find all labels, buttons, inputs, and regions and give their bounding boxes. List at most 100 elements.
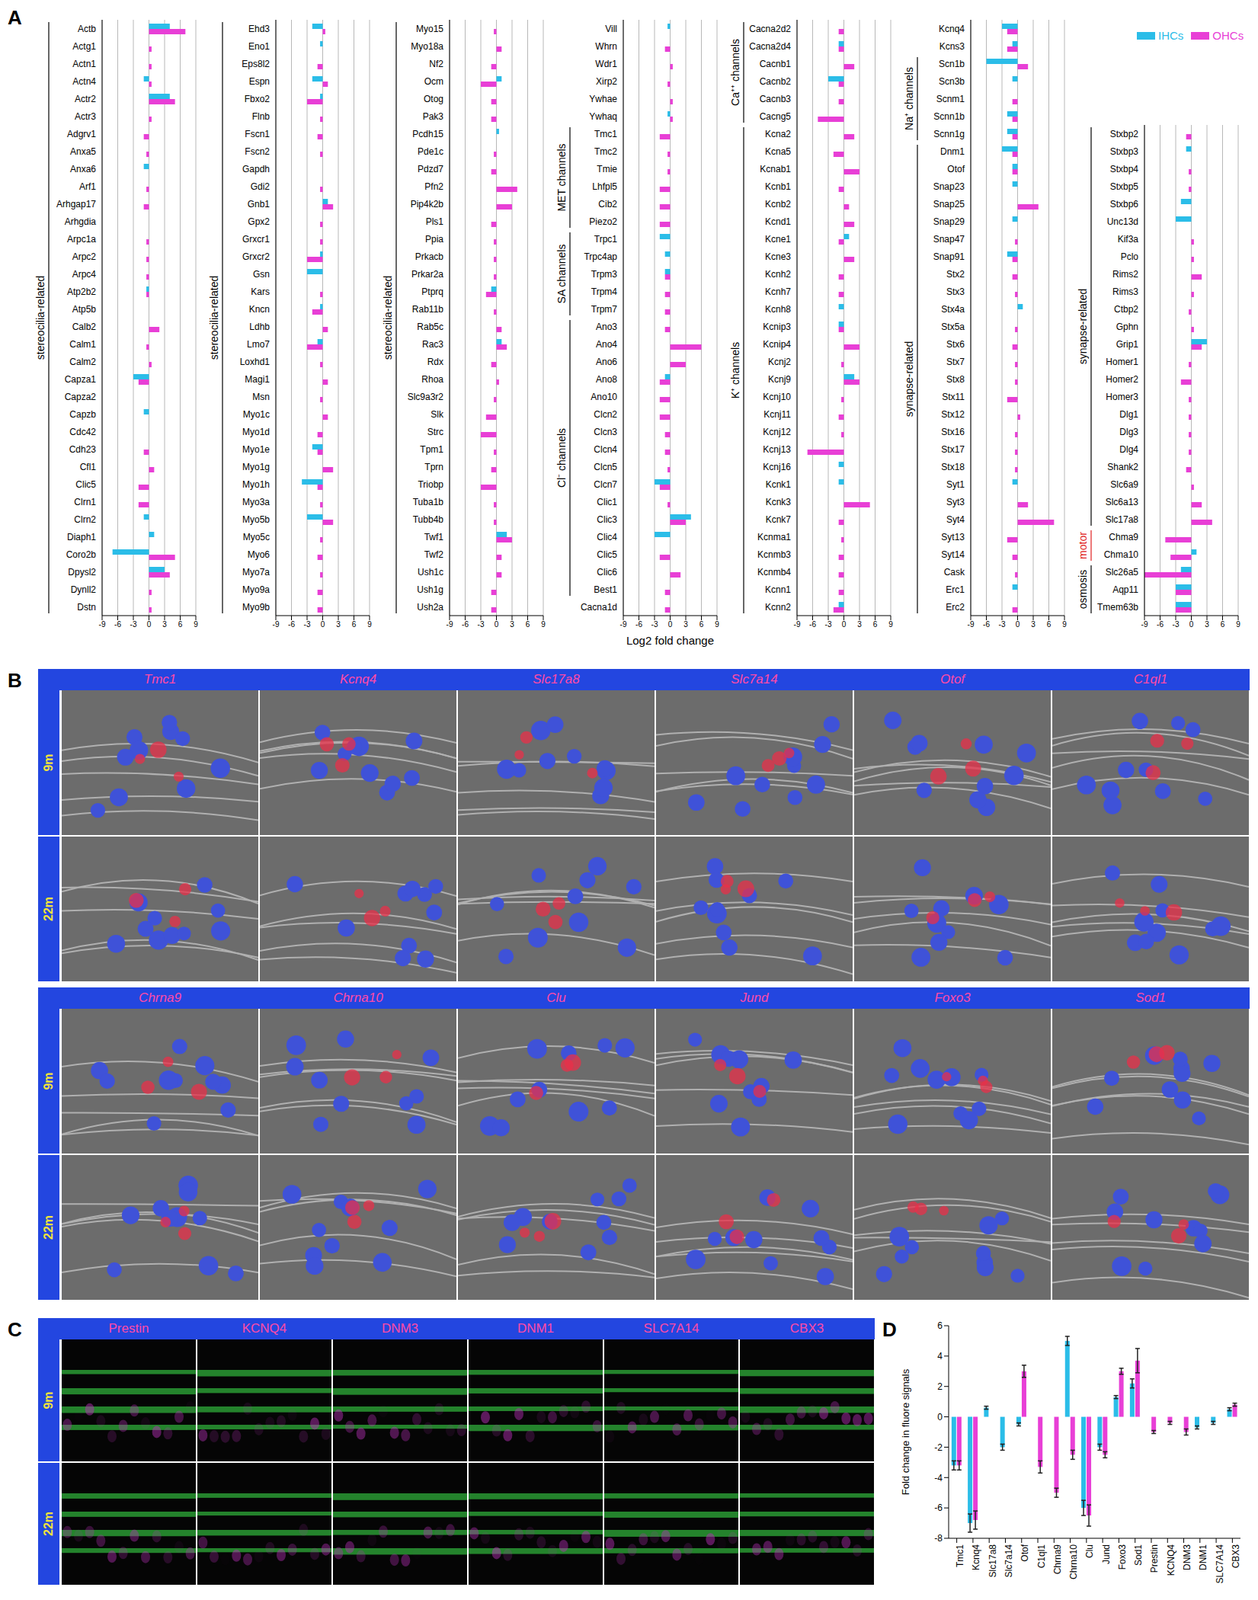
svg-text:Slc6a9: Slc6a9: [1110, 479, 1139, 490]
svg-text:Syt1: Syt1: [946, 479, 965, 490]
svg-text:Prkar2a: Prkar2a: [411, 268, 444, 280]
svg-text:3: 3: [1030, 620, 1036, 629]
svg-text:-6: -6: [1156, 620, 1164, 629]
svg-text:Slc6a13: Slc6a13: [1105, 496, 1140, 508]
svg-text:Gpx2: Gpx2: [247, 216, 270, 228]
svg-text:Tmem63b: Tmem63b: [1097, 601, 1139, 613]
svg-text:Grxcr2: Grxcr2: [242, 251, 270, 263]
svg-text:Syt4: Syt4: [946, 514, 965, 525]
svg-text:Snap25: Snap25: [933, 198, 966, 210]
svg-text:Rims3: Rims3: [1112, 286, 1139, 298]
svg-text:9: 9: [367, 620, 372, 629]
svg-text:Kcnj11: Kcnj11: [763, 409, 791, 420]
svg-text:Gapdh: Gapdh: [242, 163, 270, 175]
svg-text:Myo1e: Myo1e: [242, 444, 270, 455]
svg-text:Arpc1a: Arpc1a: [67, 233, 97, 245]
svg-text:Stx8: Stx8: [946, 374, 965, 385]
svg-text:Kcnma1: Kcnma1: [757, 531, 791, 543]
svg-text:Kcnh2: Kcnh2: [765, 268, 791, 280]
svg-text:9: 9: [193, 620, 199, 629]
svg-text:DNM3: DNM3: [1181, 1544, 1193, 1571]
svg-text:0: 0: [147, 620, 152, 629]
svg-text:Lmo7: Lmo7: [246, 339, 270, 350]
svg-text:Loxhd1: Loxhd1: [240, 356, 271, 368]
svg-text:Kcnn1: Kcnn1: [765, 584, 791, 596]
svg-text:Triobp: Triobp: [417, 479, 444, 490]
svg-text:Kcnmb3: Kcnmb3: [757, 549, 791, 561]
svg-text:Chma10: Chma10: [1104, 549, 1140, 561]
svg-text:Myo9b: Myo9b: [242, 601, 270, 613]
svg-text:Snap23: Snap23: [933, 181, 966, 193]
svg-text:Ano10: Ano10: [590, 391, 618, 403]
svg-text:-6: -6: [114, 620, 122, 629]
svg-text:Cacnb2: Cacnb2: [759, 76, 792, 87]
svg-text:Unc13d: Unc13d: [1107, 216, 1139, 228]
svg-text:Snap91: Snap91: [933, 251, 966, 263]
svg-text:Xirp2: Xirp2: [595, 76, 618, 87]
svg-text:Slc17a8: Slc17a8: [987, 1544, 999, 1579]
svg-text:Shank2: Shank2: [1107, 461, 1139, 473]
svg-text:Rdx: Rdx: [427, 356, 444, 368]
svg-text:Calb2: Calb2: [72, 321, 97, 333]
svg-text:Clic5: Clic5: [75, 479, 97, 490]
svg-text:Arpc2: Arpc2: [72, 251, 97, 263]
svg-text:0: 0: [320, 620, 326, 629]
svg-text:Trpm7: Trpm7: [591, 304, 618, 315]
svg-text:-9: -9: [1141, 620, 1149, 629]
svg-text:Stx3: Stx3: [946, 286, 965, 298]
svg-text:-6: -6: [288, 620, 295, 629]
svg-text:Magi1: Magi1: [244, 374, 270, 385]
svg-text:Cask: Cask: [944, 566, 966, 578]
svg-text:Clic3: Clic3: [596, 514, 618, 525]
svg-text:Calm1: Calm1: [69, 339, 97, 350]
svg-text:Tmc2: Tmc2: [594, 146, 618, 157]
svg-text:Myo1c: Myo1c: [243, 409, 270, 420]
svg-text:Prestin: Prestin: [1149, 1544, 1160, 1573]
svg-text:Grip1: Grip1: [1116, 339, 1140, 350]
svg-text:Ano8: Ano8: [595, 374, 618, 385]
svg-text:Otog: Otog: [423, 93, 444, 105]
svg-text:Anxa6: Anxa6: [70, 163, 97, 175]
svg-text:Tubb4b: Tubb4b: [412, 514, 445, 525]
svg-text:Clcn2: Clcn2: [593, 409, 618, 420]
svg-text:Dpysl2: Dpysl2: [67, 566, 97, 578]
svg-text:Erc2: Erc2: [945, 601, 965, 613]
svg-text:0: 0: [1015, 620, 1021, 629]
svg-text:Cib2: Cib2: [598, 198, 618, 210]
svg-text:Grxcr1: Grxcr1: [242, 233, 270, 245]
svg-text:Kcnk1: Kcnk1: [765, 479, 792, 490]
svg-text:Whrn: Whrn: [595, 41, 618, 52]
svg-text:Capzb: Capzb: [69, 409, 97, 420]
svg-text:6: 6: [873, 620, 878, 629]
svg-text:Arf1: Arf1: [79, 181, 97, 193]
svg-text:Arhgap17: Arhgap17: [56, 198, 97, 210]
svg-text:Ptprq: Ptprq: [421, 286, 444, 298]
svg-text:Tmie: Tmie: [596, 163, 618, 175]
svg-text:Chma9: Chma9: [1108, 531, 1139, 543]
svg-text:Kncn: Kncn: [249, 304, 270, 315]
svg-text:Scnn1g: Scnn1g: [933, 128, 965, 140]
svg-text:6: 6: [937, 1320, 943, 1332]
svg-text:CBX3: CBX3: [1230, 1544, 1242, 1569]
svg-text:Myo6: Myo6: [247, 549, 271, 561]
svg-text:Ppia: Ppia: [425, 233, 444, 245]
svg-text:Best1: Best1: [593, 584, 618, 596]
svg-text:Ctbp2: Ctbp2: [1113, 304, 1139, 315]
svg-text:Ush1c: Ush1c: [417, 566, 444, 578]
svg-text:0: 0: [668, 620, 673, 629]
svg-text:Anxa5: Anxa5: [70, 146, 97, 157]
svg-text:Myo5b: Myo5b: [242, 514, 270, 525]
svg-text:2: 2: [937, 1381, 943, 1393]
svg-text:6: 6: [1220, 620, 1226, 629]
svg-text:Clic4: Clic4: [596, 531, 618, 543]
svg-text:Cacna1d: Cacna1d: [580, 601, 618, 613]
svg-text:Rab11b: Rab11b: [412, 304, 444, 315]
svg-text:Tprn: Tprn: [424, 461, 444, 473]
svg-text:Dnm1: Dnm1: [940, 146, 965, 157]
svg-text:Kcne1: Kcne1: [765, 233, 791, 245]
svg-text:Kcnip4: Kcnip4: [762, 339, 791, 350]
svg-text:SA channels: SA channels: [555, 244, 568, 305]
svg-text:Kcnn2: Kcnn2: [765, 601, 791, 613]
svg-text:Stx2: Stx2: [946, 268, 965, 280]
svg-text:Stx6: Stx6: [946, 339, 965, 350]
